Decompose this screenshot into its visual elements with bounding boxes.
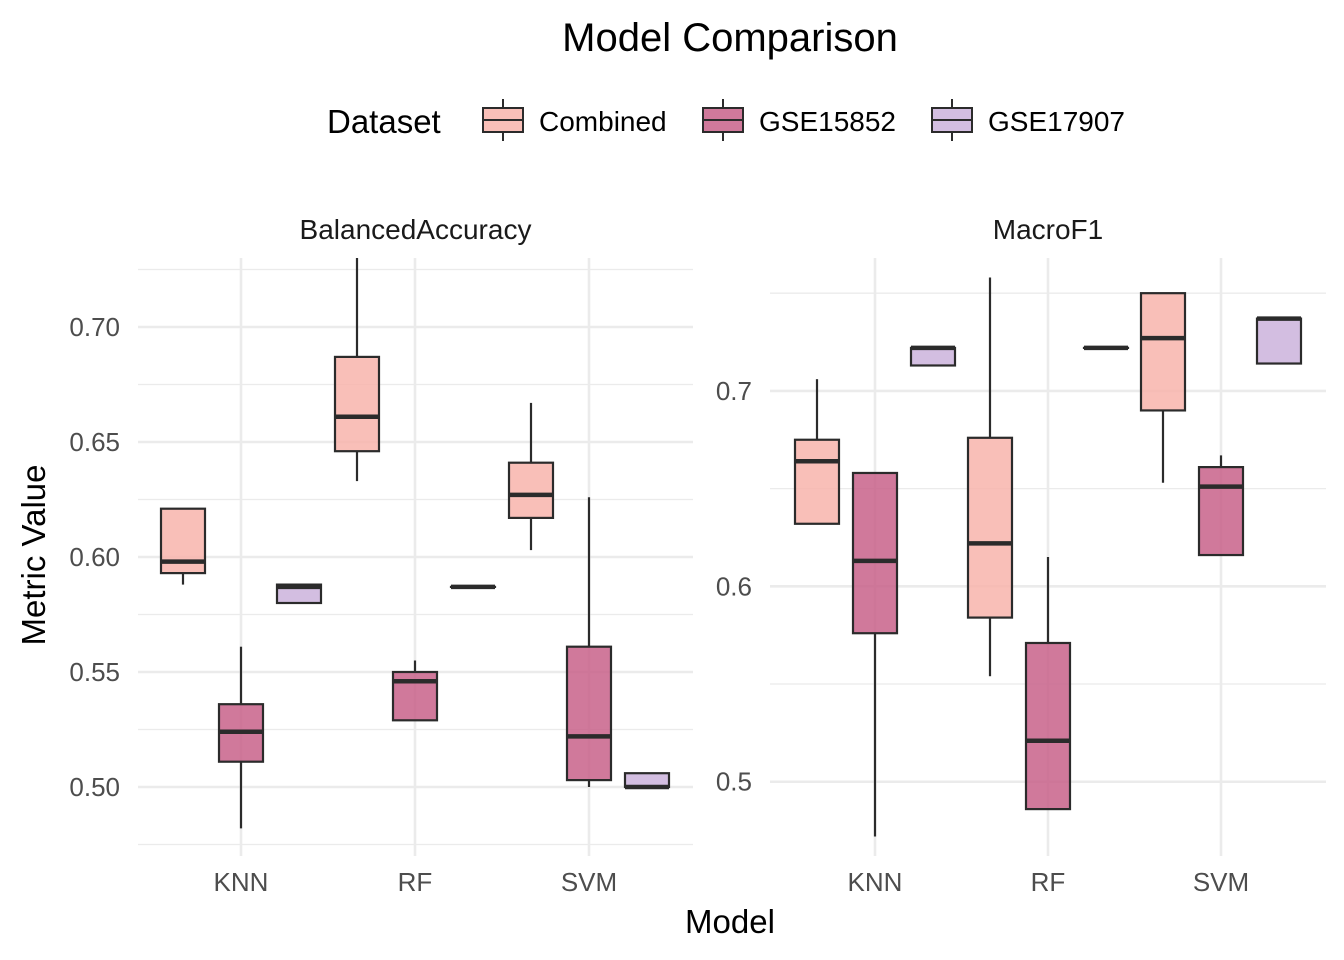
x-tick-label: RF [398,867,433,897]
box-body [851,471,899,635]
y-tick-label: 0.6 [716,571,752,601]
y-axis-label: Metric Value [15,465,52,646]
legend-key-gse15852: GSE15852 [702,99,896,141]
panel-strip-title: MacroF1 [993,214,1103,245]
panel-balancedaccuracy: BalancedAccuracy 0.50 0.55 0.60 0.65 0.70 KNN R… [69,214,693,897]
x-tick-label: KNN [214,867,269,897]
box-knn-gse17907 [909,345,957,367]
box-body [333,355,381,453]
x-tick-label: SVM [561,867,617,897]
x-tick-label: KNN [848,867,903,897]
box-svm-gse15852 [1197,455,1245,557]
box-rf-combined [333,258,381,482]
box-knn-gse15852 [851,471,899,837]
box-body [565,645,613,782]
box-body [793,438,841,525]
box-rf-gse15852 [1024,557,1072,811]
box-rf-combined [966,277,1014,677]
y-tick-label: 0.70 [69,312,120,342]
x-axis-label: Model [685,903,775,940]
box-svm-combined [507,402,555,551]
box-svm-gse17907 [1255,316,1303,365]
legend-key-gse17907: GSE17907 [931,99,1125,141]
box-body [1255,317,1303,365]
y-tick-label: 0.5 [716,767,752,797]
legend: Dataset Combined GSE15852 GSE17907 [327,99,1125,141]
x-tick-label: RF [1031,867,1066,897]
box-body [1139,292,1187,412]
y-tick-label: 0.55 [69,657,120,687]
box-body [1197,466,1245,557]
box-knn-gse15852 [217,646,265,829]
box-body [507,461,555,520]
box-knn-combined [793,379,841,525]
box-knn-combined [159,507,207,585]
panel-strip-title: BalancedAccuracy [300,214,532,245]
y-tick-label: 0.50 [69,772,120,802]
y-tick-label: 0.60 [69,542,120,572]
panel-macrof1: MacroF1 0.5 0.6 0.7 KNN RF SVM [716,214,1326,897]
chart-title: Model Comparison [562,16,898,60]
legend-title: Dataset [327,103,441,140]
legend-key-combined: Combined [482,99,667,141]
box-svm-combined [1139,292,1187,483]
box-svm-gse17907 [623,772,671,790]
y-tick-label: 0.7 [716,376,752,406]
x-tick-label: SVM [1193,867,1249,897]
box-svm-gse15852 [565,497,613,787]
y-tick-label: 0.65 [69,427,120,457]
box-body [1024,641,1072,811]
legend-label: Combined [539,106,667,137]
box-knn-gse17907 [275,583,323,605]
box-body [909,346,957,367]
box-rf-gse15852 [391,660,439,722]
legend-label: GSE17907 [988,106,1125,137]
legend-label: GSE15852 [759,106,896,137]
box-body [966,436,1014,619]
box-body [275,583,323,605]
